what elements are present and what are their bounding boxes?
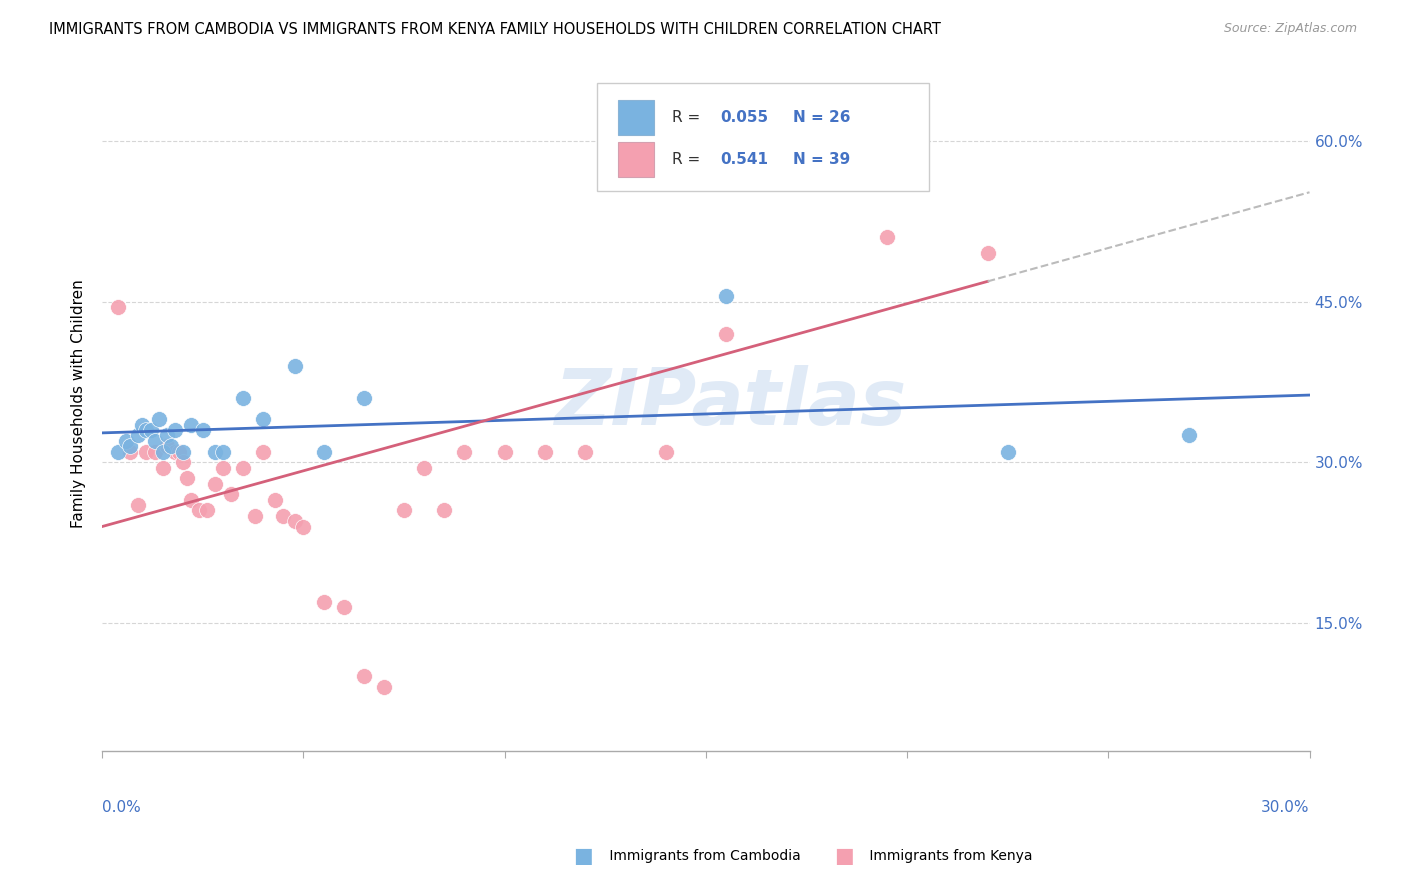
Point bbox=[714, 289, 737, 303]
Point bbox=[143, 434, 166, 448]
Point bbox=[997, 444, 1019, 458]
Text: 0.055: 0.055 bbox=[720, 111, 769, 125]
Point bbox=[115, 434, 138, 448]
Point bbox=[127, 498, 149, 512]
Text: IMMIGRANTS FROM CAMBODIA VS IMMIGRANTS FROM KENYA FAMILY HOUSEHOLDS WITH CHILDRE: IMMIGRANTS FROM CAMBODIA VS IMMIGRANTS F… bbox=[49, 22, 941, 37]
Text: Immigrants from Cambodia: Immigrants from Cambodia bbox=[605, 849, 800, 863]
Point bbox=[433, 503, 456, 517]
Point bbox=[152, 460, 174, 475]
Y-axis label: Family Households with Children: Family Households with Children bbox=[72, 279, 86, 528]
Point bbox=[204, 444, 226, 458]
Point bbox=[332, 599, 354, 614]
Point bbox=[654, 444, 676, 458]
Point bbox=[120, 444, 142, 458]
Point bbox=[243, 508, 266, 523]
Text: ■: ■ bbox=[574, 847, 593, 866]
Point bbox=[139, 423, 162, 437]
Point bbox=[167, 444, 190, 458]
Point bbox=[271, 508, 294, 523]
Point bbox=[163, 423, 186, 437]
Point bbox=[312, 594, 335, 608]
Point bbox=[155, 439, 177, 453]
Text: N = 39: N = 39 bbox=[793, 153, 851, 167]
Point bbox=[172, 455, 194, 469]
Point bbox=[976, 246, 998, 260]
Point bbox=[284, 359, 307, 373]
Text: ■: ■ bbox=[834, 847, 853, 866]
Point bbox=[187, 503, 209, 517]
Point bbox=[143, 444, 166, 458]
FancyBboxPatch shape bbox=[598, 83, 929, 191]
Point bbox=[212, 460, 235, 475]
Point bbox=[284, 514, 307, 528]
Point bbox=[714, 326, 737, 341]
Point bbox=[195, 503, 218, 517]
Text: 0.0%: 0.0% bbox=[103, 800, 141, 815]
Point bbox=[191, 423, 214, 437]
Point bbox=[534, 444, 557, 458]
Point bbox=[172, 444, 194, 458]
Point bbox=[264, 492, 287, 507]
Point bbox=[180, 492, 202, 507]
Point bbox=[494, 444, 516, 458]
Point bbox=[252, 444, 274, 458]
Point bbox=[131, 417, 153, 432]
Point bbox=[176, 471, 198, 485]
Point bbox=[219, 487, 242, 501]
Point bbox=[232, 391, 254, 405]
Point bbox=[212, 444, 235, 458]
FancyBboxPatch shape bbox=[617, 101, 654, 136]
Point bbox=[107, 300, 129, 314]
Point bbox=[252, 412, 274, 426]
Text: Immigrants from Kenya: Immigrants from Kenya bbox=[865, 849, 1032, 863]
Point bbox=[152, 444, 174, 458]
Point bbox=[876, 230, 898, 244]
Point bbox=[159, 439, 181, 453]
Point bbox=[155, 428, 177, 442]
Point bbox=[127, 428, 149, 442]
Point bbox=[373, 680, 395, 694]
Point bbox=[392, 503, 415, 517]
Point bbox=[574, 444, 596, 458]
Text: Source: ZipAtlas.com: Source: ZipAtlas.com bbox=[1223, 22, 1357, 36]
Text: ZIPatlas: ZIPatlas bbox=[554, 366, 905, 442]
Point bbox=[232, 460, 254, 475]
Point bbox=[135, 444, 157, 458]
Point bbox=[120, 439, 142, 453]
Point bbox=[180, 417, 202, 432]
Point bbox=[353, 669, 375, 683]
Point bbox=[312, 444, 335, 458]
FancyBboxPatch shape bbox=[617, 142, 654, 177]
Point bbox=[107, 444, 129, 458]
Point bbox=[1178, 428, 1201, 442]
Text: R =: R = bbox=[672, 153, 710, 167]
Text: 0.541: 0.541 bbox=[720, 153, 768, 167]
Point bbox=[148, 412, 170, 426]
Point bbox=[353, 391, 375, 405]
Text: R =: R = bbox=[672, 111, 706, 125]
Text: 30.0%: 30.0% bbox=[1261, 800, 1309, 815]
Point bbox=[292, 519, 315, 533]
Point bbox=[163, 444, 186, 458]
Point bbox=[204, 476, 226, 491]
Text: N = 26: N = 26 bbox=[793, 111, 851, 125]
Point bbox=[413, 460, 436, 475]
Point bbox=[453, 444, 475, 458]
Point bbox=[135, 423, 157, 437]
